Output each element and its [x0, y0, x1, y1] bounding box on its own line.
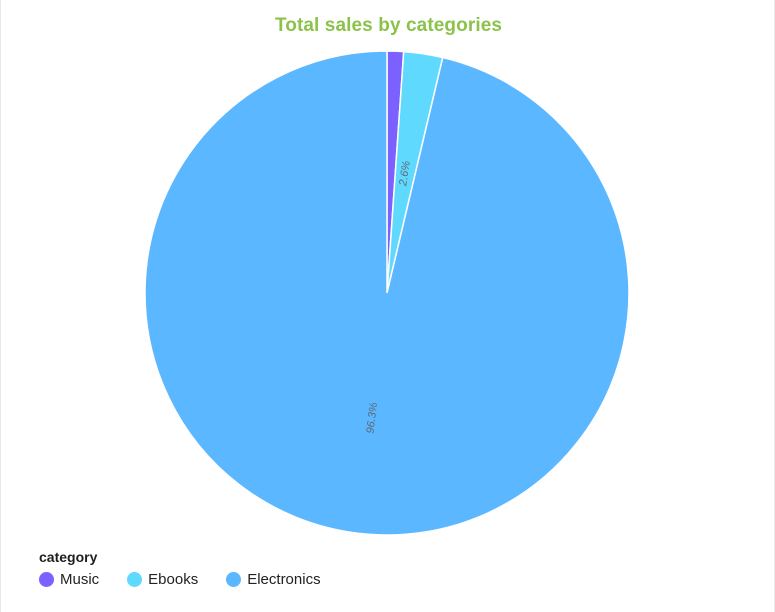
legend-label-electronics: Electronics [247, 571, 321, 588]
legend-label-ebooks: Ebooks [148, 571, 199, 588]
chart-legend: category Music Ebooks Electronics [39, 549, 349, 588]
legend-item-music[interactable]: Music [39, 571, 99, 588]
legend-swatch-music [39, 572, 54, 587]
pie-slice-electronics[interactable] [144, 50, 630, 536]
legend-swatch-ebooks [127, 572, 143, 587]
legend-item-ebooks[interactable]: Ebooks [127, 571, 198, 588]
slice-label-electronics: 96.3% [365, 402, 381, 435]
legend-label-music: Music [60, 571, 100, 588]
legend-item-electronics[interactable]: Electronics [226, 571, 321, 588]
legend-swatch-electronics [226, 572, 242, 587]
legend-title: category [39, 549, 98, 565]
chart-title: Total sales by categories [274, 15, 503, 36]
slice-label-ebooks: 2.6% [397, 160, 413, 188]
legend-items: Music Ebooks Electronics [39, 571, 349, 588]
